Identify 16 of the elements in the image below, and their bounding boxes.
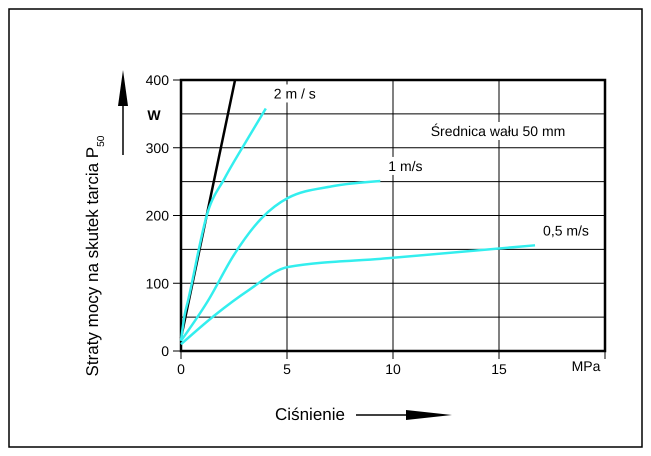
text: MPa	[572, 358, 601, 374]
y-tick-label: 200	[146, 208, 170, 224]
y-tick-label: 0	[161, 343, 170, 359]
x-tick-label: 15	[491, 361, 507, 377]
series-label: 0,5 m/s	[543, 222, 589, 238]
x-tick-label: 10	[385, 361, 401, 377]
series-label: 1 m/s	[388, 158, 423, 174]
y-tick-label: 400	[146, 72, 170, 88]
text: W	[147, 107, 162, 123]
x-axis-title: Ciśnienie	[275, 405, 345, 424]
y-tick-label: 100	[146, 275, 170, 292]
series-label: 2 m / s	[274, 85, 316, 102]
x-tick-label: 5	[283, 361, 292, 377]
x-tick-label: 0	[177, 361, 186, 377]
y-tick-label: 300	[146, 140, 170, 156]
annotation: Średnica wału 50 mm	[430, 123, 566, 139]
